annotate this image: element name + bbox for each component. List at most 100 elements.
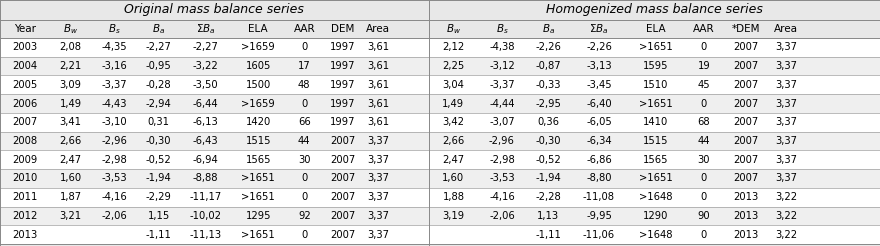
Text: $B_w$: $B_w$	[446, 22, 461, 36]
Text: 44: 44	[698, 136, 710, 146]
Text: >1648: >1648	[639, 192, 672, 202]
Text: 2007: 2007	[733, 117, 759, 127]
Text: ELA: ELA	[646, 24, 665, 34]
Text: -2,96: -2,96	[102, 136, 128, 146]
Text: 3,37: 3,37	[367, 173, 389, 184]
Text: -4,38: -4,38	[489, 42, 515, 52]
Text: >1651: >1651	[241, 192, 275, 202]
Text: 3,04: 3,04	[443, 80, 465, 90]
Text: $\Sigma B_a$: $\Sigma B_a$	[196, 22, 216, 36]
Text: -2,06: -2,06	[489, 211, 515, 221]
Text: 2007: 2007	[330, 136, 356, 146]
Text: -6,43: -6,43	[193, 136, 218, 146]
Text: 0: 0	[700, 230, 707, 240]
Text: 0,31: 0,31	[148, 117, 170, 127]
Text: >1651: >1651	[241, 230, 275, 240]
Text: 0: 0	[301, 99, 307, 108]
Text: -6,34: -6,34	[586, 136, 612, 146]
Text: 1997: 1997	[330, 117, 356, 127]
Text: 2003: 2003	[12, 42, 37, 52]
Bar	[0, 132, 880, 150]
Text: 2007: 2007	[330, 211, 356, 221]
Text: 1,13: 1,13	[537, 211, 560, 221]
Text: -3,45: -3,45	[586, 80, 612, 90]
Text: 2008: 2008	[12, 136, 37, 146]
Text: -8,88: -8,88	[193, 173, 218, 184]
Text: 3,19: 3,19	[443, 211, 465, 221]
Text: 1510: 1510	[642, 80, 668, 90]
Text: -8,80: -8,80	[586, 173, 612, 184]
Text: -0,30: -0,30	[146, 136, 172, 146]
Text: 1595: 1595	[642, 61, 668, 71]
Text: 1,15: 1,15	[148, 211, 170, 221]
Text: -6,40: -6,40	[586, 99, 612, 108]
Text: -0,95: -0,95	[146, 61, 172, 71]
Text: 2004: 2004	[12, 61, 37, 71]
Text: 0: 0	[301, 173, 307, 184]
Text: 2007: 2007	[733, 61, 759, 71]
Text: 2007: 2007	[330, 173, 356, 184]
Text: -6,94: -6,94	[193, 155, 218, 165]
Text: 2011: 2011	[12, 192, 37, 202]
Text: 1997: 1997	[330, 42, 356, 52]
Text: 3,61: 3,61	[367, 80, 389, 90]
Text: 2,08: 2,08	[60, 42, 82, 52]
Text: 3,42: 3,42	[443, 117, 465, 127]
Text: 0: 0	[700, 192, 707, 202]
Text: -1,11: -1,11	[535, 230, 561, 240]
Text: -6,44: -6,44	[193, 99, 218, 108]
Text: 3,22: 3,22	[775, 192, 797, 202]
Text: -3,22: -3,22	[193, 61, 218, 71]
Text: -6,86: -6,86	[586, 155, 612, 165]
Text: 0: 0	[700, 173, 707, 184]
Text: -2,27: -2,27	[145, 42, 172, 52]
Text: -4,35: -4,35	[102, 42, 128, 52]
Text: 3,37: 3,37	[775, 99, 797, 108]
Text: -2,98: -2,98	[102, 155, 128, 165]
Text: 2007: 2007	[733, 42, 759, 52]
Bar	[0, 169, 880, 188]
Text: -3,53: -3,53	[102, 173, 128, 184]
Text: 0: 0	[700, 99, 707, 108]
Text: >1659: >1659	[241, 99, 275, 108]
Text: 1,87: 1,87	[60, 192, 82, 202]
Text: 48: 48	[298, 80, 311, 90]
Text: -3,37: -3,37	[102, 80, 128, 90]
Text: -3,50: -3,50	[193, 80, 218, 90]
Text: Area: Area	[774, 24, 798, 34]
Text: Homogenized mass balance series: Homogenized mass balance series	[546, 3, 763, 16]
Text: 2013: 2013	[12, 230, 37, 240]
Text: 0: 0	[301, 42, 307, 52]
Text: >1648: >1648	[639, 230, 672, 240]
Text: AAR: AAR	[293, 24, 315, 34]
Text: -3,10: -3,10	[102, 117, 128, 127]
Bar	[0, 225, 880, 244]
Text: 3,37: 3,37	[775, 80, 797, 90]
Text: 2,47: 2,47	[60, 155, 82, 165]
Bar	[0, 188, 880, 207]
Text: 2,12: 2,12	[443, 42, 465, 52]
Text: 1997: 1997	[330, 61, 356, 71]
Text: -6,13: -6,13	[193, 117, 218, 127]
Text: 2007: 2007	[733, 155, 759, 165]
Text: 2013: 2013	[733, 230, 759, 240]
Text: 2007: 2007	[733, 173, 759, 184]
Text: 0: 0	[301, 192, 307, 202]
Text: -10,02: -10,02	[190, 211, 222, 221]
Text: 0: 0	[700, 42, 707, 52]
Bar	[0, 76, 880, 94]
Text: 2,47: 2,47	[443, 155, 465, 165]
Text: $B_a$: $B_a$	[152, 22, 165, 36]
Text: 3,22: 3,22	[775, 230, 797, 240]
Text: -0,30: -0,30	[535, 136, 561, 146]
Text: Original mass balance series: Original mass balance series	[124, 3, 304, 16]
Text: 2007: 2007	[330, 192, 356, 202]
Text: -0,87: -0,87	[535, 61, 561, 71]
Text: -2,26: -2,26	[535, 42, 561, 52]
Text: 3,37: 3,37	[775, 173, 797, 184]
Text: 3,09: 3,09	[60, 80, 82, 90]
Text: 19: 19	[698, 61, 710, 71]
Text: 90: 90	[698, 211, 710, 221]
Text: $\Sigma B_a$: $\Sigma B_a$	[589, 22, 609, 36]
Text: 2009: 2009	[12, 155, 37, 165]
